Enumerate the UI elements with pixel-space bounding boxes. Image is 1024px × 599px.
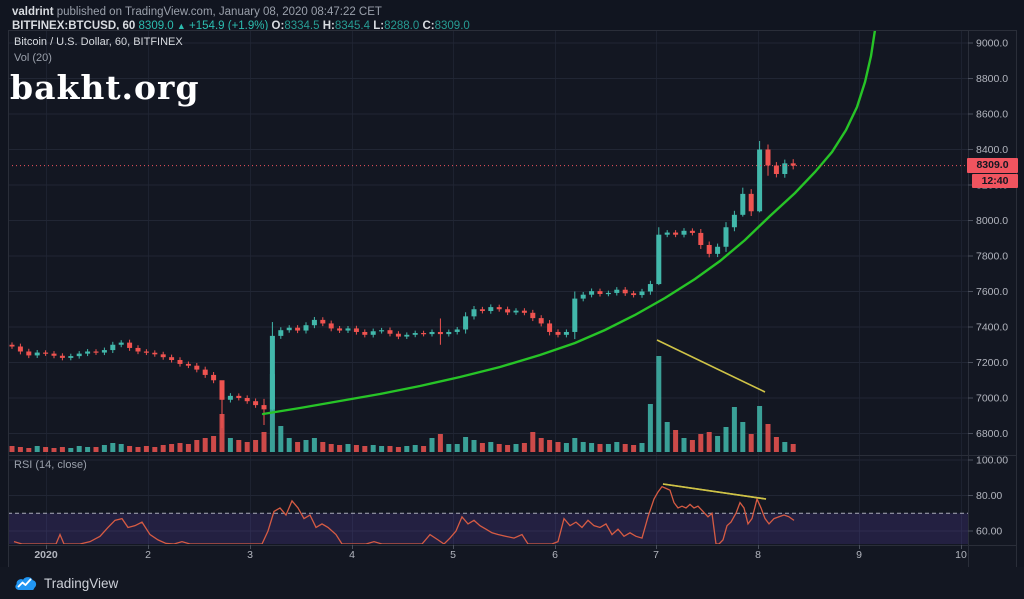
author-name: valdrint — [12, 6, 54, 18]
volume-indicator-label[interactable]: Vol (20) — [14, 52, 52, 64]
svg-text:60.00: 60.00 — [976, 526, 1002, 538]
svg-text:7400.0: 7400.0 — [976, 322, 1008, 334]
price-axis[interactable] — [968, 30, 1016, 545]
high-value: 8345.4 — [334, 20, 371, 32]
bar-countdown-badge: 12:40 — [972, 174, 1018, 188]
symbol-label: BITFINEX:BTCUSD, 60 — [12, 20, 136, 32]
rsi-indicator-label[interactable]: RSI (14, close) — [14, 459, 87, 471]
watermark: bakht.org — [10, 68, 200, 107]
svg-text:8000.0: 8000.0 — [976, 215, 1008, 227]
svg-text:80.00: 80.00 — [976, 490, 1002, 502]
close-label: C: — [422, 20, 435, 32]
tradingview-cloud-icon — [15, 577, 37, 590]
svg-text:7800.0: 7800.0 — [976, 251, 1008, 263]
tradingview-brand-text: TradingView — [44, 575, 119, 591]
svg-text:7000.0: 7000.0 — [976, 393, 1008, 405]
chart-title: Bitcoin / U.S. Dollar, 60, BITFINEX — [14, 36, 183, 48]
svg-text:4: 4 — [349, 549, 355, 561]
svg-text:5: 5 — [450, 549, 456, 561]
time-axis[interactable] — [8, 545, 968, 567]
last-price: 8309.0 — [138, 20, 174, 32]
publish-info: published on TradingView.com, January 08… — [53, 6, 382, 18]
low-label: L: — [373, 20, 385, 32]
svg-text:8: 8 — [755, 549, 761, 561]
low-value: 8288.0 — [384, 20, 420, 32]
open-value: 8334.5 — [284, 20, 320, 32]
svg-text:3: 3 — [247, 549, 253, 561]
last-price-badge: 8309.0 — [967, 158, 1018, 173]
footer-bar: TradingView — [0, 567, 1024, 599]
svg-text:7600.0: 7600.0 — [976, 286, 1008, 298]
publish-line: valdrint published on TradingView.com, J… — [12, 5, 470, 19]
svg-text:6: 6 — [552, 549, 558, 561]
svg-text:100.00: 100.00 — [976, 455, 1008, 467]
svg-text:10: 10 — [955, 549, 967, 561]
high-label: H: — [322, 20, 335, 32]
svg-text:7: 7 — [653, 549, 659, 561]
svg-text:9000.0: 9000.0 — [976, 38, 1008, 50]
snapshot-header: valdrint published on TradingView.com, J… — [12, 5, 470, 33]
up-arrow-icon: ▲ — [176, 21, 186, 31]
svg-text:7200.0: 7200.0 — [976, 357, 1008, 369]
close-value: 8309.0 — [434, 20, 470, 32]
open-label: O: — [271, 20, 285, 32]
svg-text:8400.0: 8400.0 — [976, 144, 1008, 156]
price-change: +154.9 (+1.9%) — [189, 20, 269, 32]
svg-text:2020: 2020 — [34, 549, 58, 561]
svg-text:8600.0: 8600.0 — [976, 109, 1008, 121]
ohlc-line: BITFINEX:BTCUSD, 60 8309.0 ▲ +154.9 (+1.… — [12, 19, 470, 33]
tradingview-logo-link[interactable]: TradingView — [14, 575, 118, 591]
svg-text:8800.0: 8800.0 — [976, 73, 1008, 85]
svg-text:2: 2 — [145, 549, 151, 561]
svg-text:9: 9 — [856, 549, 862, 561]
svg-text:6800.0: 6800.0 — [976, 428, 1008, 440]
